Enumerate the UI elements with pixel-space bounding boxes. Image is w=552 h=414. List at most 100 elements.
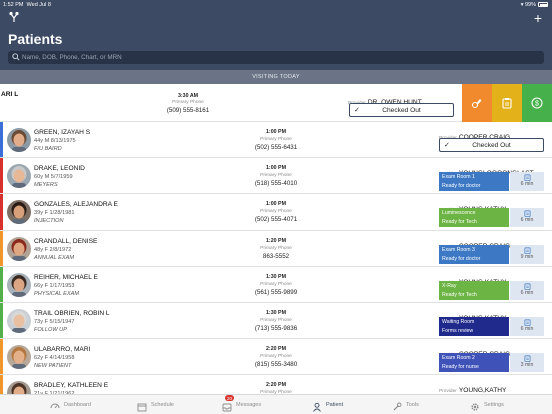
tab-schedule[interactable]: Schedule	[137, 395, 227, 414]
filter-icon[interactable]	[8, 11, 20, 23]
patient-list[interactable]: ARI L 3:30 AM Primary Phone (509) 555-81…	[0, 84, 552, 394]
room-status-text: Ready for nurse	[442, 364, 479, 371]
room-status[interactable]: Luminescence Ready for Tech	[439, 208, 509, 228]
checkmark-icon: ✓	[354, 107, 360, 114]
expanded-patient-row[interactable]: ARI L 3:30 AM Primary Phone (509) 555-81…	[0, 84, 552, 122]
tab-settings[interactable]: Settings	[470, 395, 552, 414]
clipboard-action-button[interactable]	[492, 84, 522, 122]
dashboard-icon	[50, 399, 60, 409]
battery-icon	[538, 2, 548, 8]
checked-out-button[interactable]: ✓ Checked Out	[349, 103, 454, 117]
visit-reason: F/U BAIRD	[34, 146, 62, 152]
room-status[interactable]: Waiting Room Forms review	[439, 317, 509, 336]
search-bar[interactable]	[8, 51, 544, 64]
row-color-stripe	[0, 266, 3, 302]
section-header-visiting-today: VISITING TODAY	[0, 70, 552, 84]
checked-out-button[interactable]: ✓ Checked Out	[439, 138, 544, 152]
visit-reason: FOLLOW UP	[34, 327, 67, 333]
row-color-stripe	[0, 158, 3, 194]
patient-name: CRANDALL, DENISE	[34, 237, 98, 245]
tab-label: Patient	[326, 402, 344, 408]
room-status[interactable]: Exam Room 3 Ready for doctor	[439, 244, 509, 264]
room-status[interactable]: X-Ray Ready for Tech	[439, 280, 509, 300]
tab-dashboard[interactable]: Dashboard	[50, 395, 140, 414]
patient-row[interactable]: GONZALES, ALEJANDRA E 39y F 1/28/1981 IN…	[0, 194, 552, 231]
row-color-stripe	[0, 230, 3, 266]
tab-messages[interactable]: 20 Messages	[222, 395, 312, 414]
patient-name: TRAIL OBRIEN, ROBIN L	[34, 310, 110, 317]
phone-label: Primary Phone	[172, 100, 204, 105]
clipboard-icon	[524, 174, 530, 182]
room-status-text: Ready for Tech	[442, 291, 477, 298]
patient-demographics: 62y F 4/14/1958	[34, 355, 75, 362]
tab-patient[interactable]: Patient	[312, 395, 402, 414]
patient-name: REIHER, MICHAEL E	[34, 273, 98, 281]
patient-demographics: 44y M 8/13/1975	[34, 138, 76, 144]
wait-time: 9 min	[520, 253, 534, 260]
avatar	[7, 236, 31, 261]
patient-row[interactable]: REIHER, MICHAEL E 66y F 1/17/1953 PHYSIC…	[0, 266, 552, 303]
provider-label: Provider	[439, 389, 457, 394]
avatar	[7, 164, 31, 189]
person-icon	[312, 399, 322, 412]
gear-icon	[470, 399, 480, 411]
room-status-text: Ready for Tech	[442, 219, 477, 226]
patient-row[interactable]: GREEN, IZAYAH S 44y M 8/13/1975 F/U BAIR…	[0, 122, 552, 159]
room-status[interactable]: Exam Room 1 Ready for doctor	[439, 172, 509, 192]
patient-row[interactable]: DRAKE, LEONID 60y M 5/7/1959 MEYERS 1:00…	[0, 158, 552, 195]
calendar-icon	[137, 399, 147, 412]
wifi-icon: ▾	[520, 2, 524, 8]
phone-label: Primary Phone	[260, 318, 292, 323]
patient-demographics: 60y M 5/7/1959	[34, 174, 73, 181]
phone-label: Primary Phone	[260, 281, 292, 287]
patient-demographics: 73y F 5/15/1947	[34, 319, 75, 325]
wait-timer: 9 min	[510, 244, 544, 264]
flag-action-button[interactable]	[462, 84, 492, 122]
appointment-time: 1:30 PM	[265, 273, 287, 280]
patient-name: DRAKE, LEONID	[34, 165, 85, 173]
app-header: 1:52 PM Wed Jul 8 ▾ 99% + Patients	[0, 0, 552, 70]
patient-name: ARI L	[1, 91, 19, 98]
avatar	[7, 309, 31, 333]
patient-phone: (502) 555-6431	[254, 144, 298, 151]
add-patient-icon[interactable]: +	[533, 10, 543, 26]
patient-phone: (518) 555-4010	[254, 180, 298, 188]
room-status-text: Ready for doctor	[442, 255, 481, 262]
visit-reason: PHYSICAL EXAM	[34, 290, 79, 297]
clipboard-icon	[524, 283, 530, 290]
phone-label: Primary Phone	[260, 209, 292, 215]
room-name: Luminescence	[442, 210, 476, 217]
room-name: X-Ray	[442, 282, 457, 289]
billing-action-button[interactable]: $	[522, 84, 552, 122]
patient-row[interactable]: CRANDALL, DENISE 48y F 2/8/1972 ANNUAL E…	[0, 230, 552, 267]
tab-tools[interactable]: Tools	[392, 395, 482, 414]
svg-text:$: $	[535, 101, 539, 108]
patient-name: ULABARRO, MARI	[34, 346, 91, 354]
row-color-stripe	[0, 375, 3, 394]
provider-name: COOPER,CRAIG	[459, 134, 510, 141]
patient-name: GONZALES, ALEJANDRA E	[34, 201, 118, 209]
wait-time: 3 min	[520, 362, 534, 369]
room-status[interactable]: Exam Room 2 Ready for nurse	[439, 353, 509, 373]
tab-label: Dashboard	[64, 402, 91, 408]
patient-row[interactable]: TRAIL OBRIEN, ROBIN L 73y F 5/15/1947 FO…	[0, 303, 552, 340]
patient-row[interactable]: BRADLEY, KATHLEEN E 21y F 1/21/1962 2:20…	[0, 375, 552, 394]
patient-demographics: 21y F 1/21/1962	[34, 391, 74, 394]
phone-label: Primary Phone	[260, 390, 292, 394]
wait-time: 6 min	[520, 326, 534, 332]
room-status-text: Ready for doctor	[442, 183, 481, 190]
appointment-time: 2:20 PM	[265, 382, 287, 389]
search-input[interactable]	[22, 51, 522, 64]
status-bar: 1:52 PM Wed Jul 8 ▾ 99%	[0, 0, 552, 10]
appointment-time: 1:00 PM	[265, 129, 287, 135]
patient-name: GREEN, IZAYAH S	[34, 129, 91, 136]
wait-timer: 3 min	[510, 353, 544, 373]
patient-phone: (561) 555-9899	[254, 288, 298, 296]
patient-row[interactable]: ULABARRO, MARI 62y F 4/14/1958 NEW PATIE…	[0, 339, 552, 376]
wait-timer: 6 min	[510, 280, 544, 300]
status-date: Wed Jul 8	[26, 2, 51, 8]
wait-time: 6 min	[520, 289, 534, 296]
avatar	[7, 128, 31, 152]
flag-icon	[471, 99, 482, 109]
